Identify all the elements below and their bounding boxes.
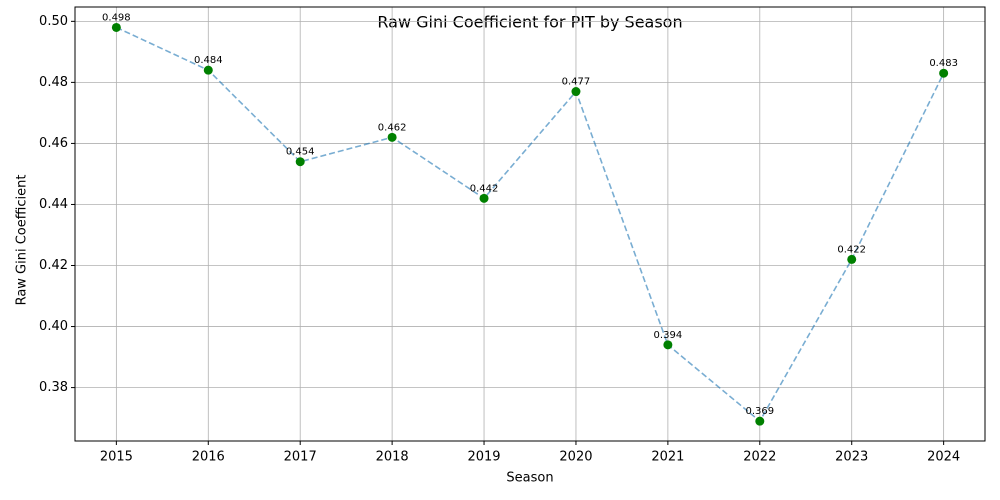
plot-frame [74,6,986,442]
data-label: 0.442 [470,183,499,194]
x-tick-label: 2019 [467,450,500,465]
data-label: 0.394 [654,330,683,341]
chart-title: Raw Gini Coefficient for PIT by Season [377,13,682,32]
y-tick-label: 0.48 [39,75,68,90]
y-tick-label: 0.46 [39,136,68,151]
data-point [387,132,397,142]
x-tick-label: 2015 [100,450,133,465]
y-tick-label: 0.40 [39,319,68,334]
data-label: 0.477 [562,77,591,88]
data-label: 0.369 [745,406,774,417]
data-point [755,416,765,426]
x-axis-label: Season [506,471,553,486]
data-point [847,254,857,264]
data-point [111,22,121,32]
y-tick-label: 0.44 [39,197,68,212]
data-label: 0.462 [378,122,407,133]
x-tick-label: 2021 [651,450,684,465]
data-point [295,157,305,167]
series-line [116,26,945,423]
data-point [571,87,581,97]
y-tick-label: 0.42 [39,258,68,273]
data-label: 0.454 [286,147,315,158]
x-tick-label: 2023 [835,450,868,465]
data-point [939,68,949,78]
x-tick-label: 2016 [192,450,225,465]
data-label: 0.483 [929,58,958,69]
data-label: 0.484 [194,55,223,66]
x-tick-label: 2018 [376,450,409,465]
y-axis-label: Raw Gini Coefficient [15,175,30,306]
y-tick-label: 0.38 [39,380,68,395]
x-tick-label: 2022 [743,450,776,465]
data-label: 0.422 [837,244,866,255]
x-tick-label: 2024 [927,450,960,465]
data-label: 0.498 [102,12,131,23]
data-point [479,193,489,203]
data-point [203,65,213,75]
data-point [663,340,673,350]
x-tick-label: 2020 [559,450,592,465]
x-tick-label: 2017 [284,450,317,465]
y-tick-label: 0.50 [39,14,68,29]
